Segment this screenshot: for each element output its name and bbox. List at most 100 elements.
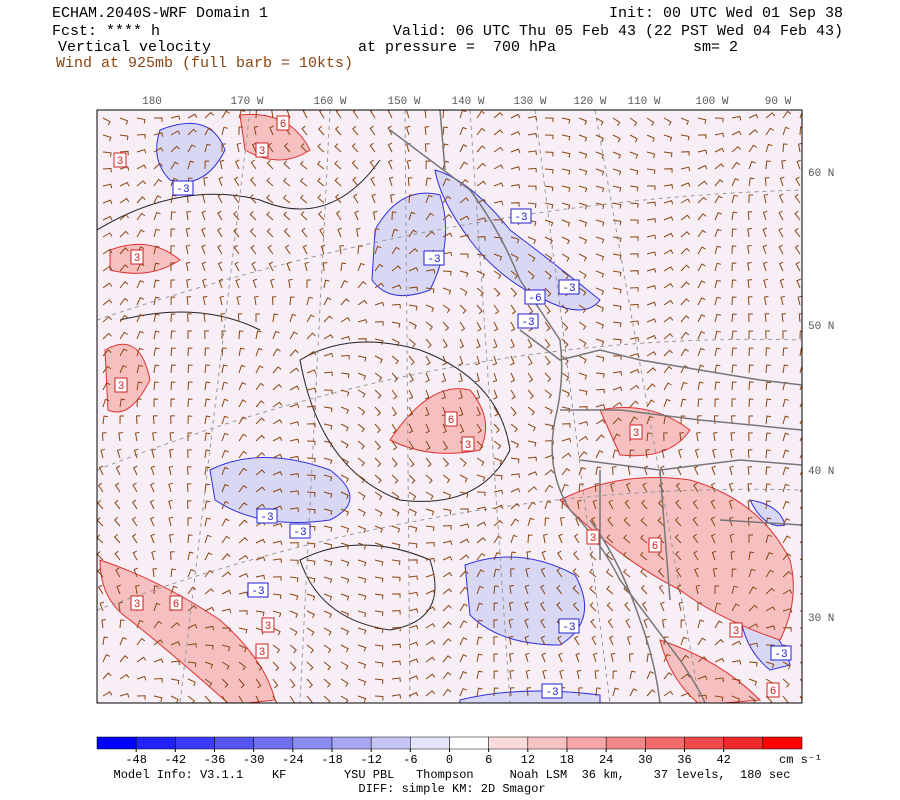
wind-barb [168,499,173,510]
wind-barb [544,500,552,510]
wind-barb [340,593,350,601]
wind-barb [352,176,359,187]
wind-barb [764,177,770,187]
wind-barb [408,559,418,564]
wind-barb [391,246,400,255]
wind-barb [556,567,563,578]
wind-barb [340,508,350,516]
wind-barb [170,330,176,340]
wind-barb [544,406,553,415]
wind-barb [204,143,212,153]
wind-barb [697,694,707,700]
wind-barb [425,423,430,434]
wind-barb [201,227,206,238]
wind-barb [459,253,469,259]
wind-barb [136,164,147,170]
wind-barb [357,559,367,567]
wind-barb [357,299,368,306]
wind-barb [663,316,674,323]
wind-barb [407,177,413,187]
wind-barb [595,253,605,261]
wind-barb [391,355,399,365]
wind-barb [425,623,436,629]
wind-barb [204,678,213,688]
wind-barb [306,440,316,446]
wind-barb [765,432,771,442]
wind-barb [527,167,537,173]
wind-barb [493,164,504,170]
wind-barb [663,232,674,238]
wind-barb [693,482,699,493]
wind-barb [149,516,155,527]
wind-barb [782,466,790,476]
wind-barb [114,550,121,561]
wind-barb [680,198,691,204]
wind-barb [476,321,482,332]
contour-label-box [524,289,546,305]
wind-barb [527,202,537,208]
wind-barb [561,372,570,381]
wind-barb [795,261,801,272]
wind-barb [748,568,756,578]
wind-barb [250,244,257,255]
contour-label: 6 [448,415,455,427]
wind-barb [136,313,144,323]
wind-barb [391,440,398,451]
wind-barb [374,542,384,550]
wind-barb [391,542,401,549]
wind-barb [408,229,417,238]
wind-barb [119,117,129,125]
wind-barb [119,134,129,141]
wind-barb [747,279,753,289]
wind-barb [612,670,618,680]
wind-barb [561,467,571,476]
wind-barb [765,127,774,136]
wind-barb [578,687,583,697]
wind-barb [729,533,735,544]
wind-barb [424,389,430,400]
wind-barb [557,635,563,646]
wind-barb [255,365,264,374]
wind-barb [408,575,418,581]
wind-barb [320,244,326,255]
contour-label-box [114,377,128,393]
wind-barb [408,591,419,597]
wind-barb [187,678,196,687]
wind-barb [221,415,229,425]
wind-barb [795,176,801,187]
wind-barb [493,423,500,433]
wind-barb [595,287,605,295]
wind-barb [136,229,145,238]
wind-barb [353,193,359,204]
wind-barb [782,627,792,632]
wind-barb [459,603,468,612]
wind-barb [561,389,570,398]
wind-barb [646,201,656,207]
wind-barb [299,194,308,204]
wind-barb [136,656,147,663]
wind-barb [680,348,689,357]
wind-barb [646,117,655,126]
wind-barb [605,568,614,578]
wind-barb [747,296,753,306]
wind-barb [323,315,333,323]
wind-barb [594,670,600,680]
wind-barb [289,349,299,357]
wind-barb [374,576,384,583]
wind-barb [255,503,266,510]
wind-barb [170,585,178,595]
wind-barb [459,474,468,483]
wind-barb [340,457,349,466]
wind-barb [763,193,769,204]
contour-label-box [558,279,580,295]
model-info: Model Info: V3.1.1 KF YSU PBL Thompson N… [114,768,791,782]
wind-barb [102,691,113,697]
wind-barb [646,301,657,307]
wind-barb [442,304,451,314]
wind-barb [235,278,240,289]
wind-barb [254,295,259,306]
wind-barb [714,364,721,374]
wind-barb [493,270,502,280]
wind-barb [424,126,430,136]
wind-barb [119,619,125,629]
